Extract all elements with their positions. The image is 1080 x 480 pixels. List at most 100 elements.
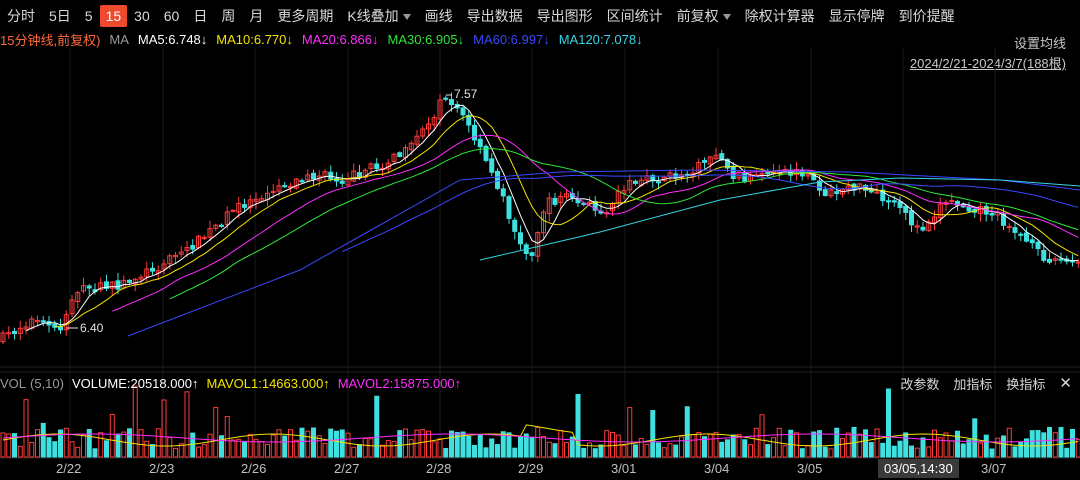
volume-bar	[1018, 441, 1024, 458]
volume-bar	[40, 422, 46, 458]
candle-body	[115, 280, 121, 290]
candle-body	[437, 99, 443, 120]
volume-bar	[788, 429, 794, 458]
volume-bar	[58, 429, 63, 458]
volume-bar	[98, 432, 104, 458]
volume-bar	[725, 439, 730, 458]
volume-bar	[518, 436, 523, 458]
candle-body	[1006, 225, 1012, 229]
candle-body	[955, 200, 960, 206]
volume-bar	[995, 437, 1001, 458]
volume-params[interactable]: (5,10)	[30, 375, 64, 391]
toolbar-item-4[interactable]: 30	[127, 5, 157, 27]
volume-bar	[920, 437, 926, 458]
toolbar-item-18[interactable]: 到价提醒	[892, 5, 962, 27]
x-tick-label: 3/04	[704, 461, 730, 476]
toolbar-item-label: 导出数据	[466, 8, 523, 24]
volume-bar	[184, 391, 190, 458]
candle-body	[466, 114, 472, 126]
volume-bar	[535, 426, 541, 458]
candle-body	[920, 226, 926, 231]
candle-body	[730, 165, 736, 180]
volume-bar	[880, 442, 886, 458]
toolbar-item-14[interactable]: 区间统计	[600, 5, 670, 27]
candle-body	[891, 200, 897, 203]
volume-bar	[35, 429, 40, 458]
volume-bar	[109, 413, 115, 458]
candle-body	[357, 172, 362, 178]
ma-settings-button[interactable]: 设置均线	[1013, 36, 1066, 51]
toolbar-item-2[interactable]: 5	[78, 5, 100, 27]
candle-body	[351, 170, 357, 182]
toolbar-item-11[interactable]: 画线	[418, 5, 460, 27]
volume-bar	[351, 446, 357, 458]
toolbar-item-3[interactable]: 15	[99, 5, 128, 27]
volume-bar	[719, 441, 725, 458]
toolbar-item-17[interactable]: 显示停牌	[822, 5, 892, 27]
volume-bar	[276, 429, 282, 458]
candle-body	[1052, 258, 1058, 261]
toolbar-item-0[interactable]: 分时	[0, 5, 42, 27]
volume-bar	[978, 442, 983, 458]
volume-bar	[328, 428, 334, 458]
volume-bar	[6, 433, 12, 458]
close-icon[interactable]: ✕	[1059, 375, 1072, 392]
toolbar-item-label: 到价提醒	[898, 8, 955, 24]
candle-body	[339, 180, 345, 184]
toolbar-item-12[interactable]: 导出数据	[460, 5, 530, 27]
candle-body	[328, 171, 334, 180]
volume-bar	[569, 436, 575, 458]
toolbar-item-label: 周	[221, 8, 236, 24]
volume-bar	[1006, 427, 1012, 458]
volume-bar	[207, 433, 213, 458]
volume-bar	[121, 431, 127, 458]
candle-body	[535, 232, 541, 257]
volume-bar	[598, 444, 604, 458]
candle-body	[293, 178, 299, 189]
volume-bar	[81, 434, 86, 458]
ma-label[interactable]: MA	[109, 31, 129, 47]
volume-bar	[886, 388, 891, 458]
ma-legend: 15分钟线,前复权) MA MA5:6.748↓ MA10:6.770↓ MA2…	[0, 30, 652, 48]
volume-bar	[150, 444, 155, 458]
candle-body	[512, 219, 518, 232]
toolbar-item-9[interactable]: 更多周期	[270, 5, 340, 27]
toolbar-item-8[interactable]: 月	[242, 5, 270, 27]
volume-bar	[512, 447, 518, 458]
volume-bar	[558, 430, 564, 458]
volume-bar	[460, 431, 466, 458]
add-indicator-button[interactable]: 加指标	[953, 376, 993, 392]
toolbar-item-7[interactable]: 周	[214, 5, 242, 27]
candle-body	[1035, 241, 1041, 250]
volume-bar	[638, 437, 644, 458]
volume-bar	[552, 443, 558, 458]
volume-bar	[972, 418, 978, 458]
volume-bar	[592, 448, 598, 458]
toolbar-item-5[interactable]: 60	[157, 5, 187, 27]
candle-body	[552, 197, 558, 205]
toolbar-item-6[interactable]: 日	[186, 5, 214, 27]
toolbar-item-10[interactable]: K线叠加	[340, 5, 417, 27]
candlesticks	[0, 92, 1080, 345]
candle-body	[1058, 258, 1064, 261]
candle-body	[627, 180, 633, 191]
volume-bar	[914, 447, 920, 458]
ma5-value: MA5:6.748↓	[137, 31, 208, 47]
switch-indicator-button[interactable]: 换指标	[1006, 376, 1046, 392]
volume-bar	[1041, 432, 1047, 458]
candle-body	[1018, 233, 1024, 236]
date-range-label[interactable]: 2024/2/21-2024/3/7(188根)	[909, 56, 1066, 71]
toolbar-item-13[interactable]: 导出图形	[530, 5, 600, 27]
mavol2-line	[2, 433, 1079, 443]
toolbar-item-16[interactable]: 除权计算器	[738, 5, 822, 27]
toolbar-item-label: 60	[163, 8, 180, 24]
toolbar-item-15[interactable]: 前复权	[670, 5, 738, 27]
volume-bar	[909, 445, 914, 458]
volume-bar	[322, 442, 328, 458]
volume-bar	[1012, 446, 1018, 458]
volume-indicator-name[interactable]: VOL	[0, 375, 27, 391]
toolbar-item-1[interactable]: 5日	[42, 5, 78, 27]
volume-bar	[132, 385, 138, 458]
change-params-button[interactable]: 改参数	[900, 376, 940, 392]
